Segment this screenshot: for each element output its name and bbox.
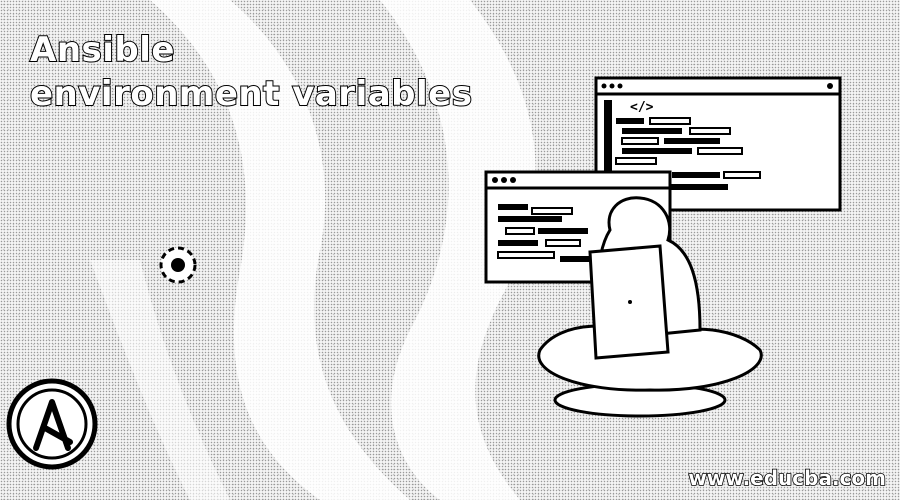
gear-icon bbox=[159, 246, 197, 284]
title-line-2: environment variables bbox=[29, 73, 473, 115]
page-title: Ansible environment variables bbox=[29, 28, 473, 116]
code-brackets-icon: </> bbox=[630, 100, 654, 115]
person-illustration bbox=[537, 196, 763, 418]
code-window-back: </> bbox=[594, 76, 842, 212]
swoosh-band bbox=[150, 0, 410, 500]
title-line-1: Ansible bbox=[29, 29, 175, 71]
ansible-logo-icon bbox=[6, 378, 98, 470]
watermark-url: www.educba.com bbox=[688, 465, 887, 491]
swoosh-band-2 bbox=[380, 0, 536, 500]
swoosh-band-3 bbox=[90, 260, 230, 500]
